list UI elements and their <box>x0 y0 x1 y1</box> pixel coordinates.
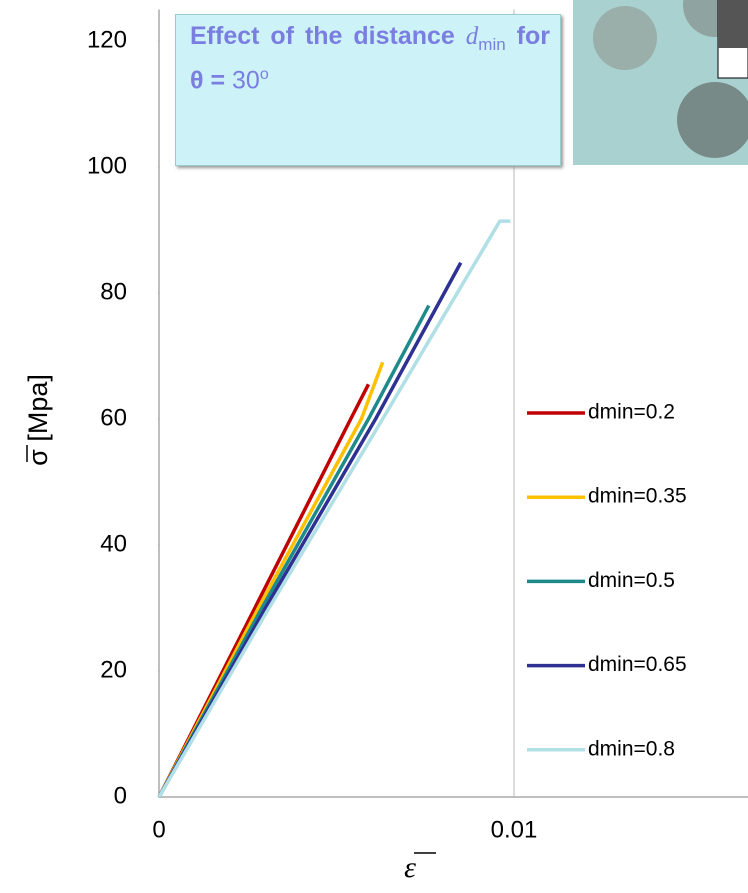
annotation-sub: min <box>478 35 506 54</box>
y-tick-label: 20 <box>100 656 127 683</box>
y-tick-label: 100 <box>87 152 127 179</box>
x-tick-label: 0.01 <box>491 816 538 843</box>
legend-label: dmin=0.2 <box>588 401 675 424</box>
y-tick-label: 80 <box>100 278 127 305</box>
y-tick-label: 40 <box>100 530 127 557</box>
legend-label: dmin=0.8 <box>588 737 675 760</box>
annotation-sup: o <box>259 66 269 83</box>
legend-label: dmin=0.35 <box>588 485 687 508</box>
y-tick-label: 0 <box>114 782 127 809</box>
y-axis-label: σ [Mpa] <box>23 374 53 466</box>
annotation: Effect of the distance dmin for θ = 30o <box>175 14 561 166</box>
legend-label: dmin=0.5 <box>588 569 675 592</box>
annotation-text: Effect of the distance <box>190 22 455 50</box>
annotation-text: for θ = <box>190 22 550 95</box>
series-line <box>157 219 511 798</box>
x-tick-label: 0 <box>152 816 165 843</box>
x-axis-label: ε <box>404 851 416 884</box>
y-tick-label: 120 <box>87 26 127 53</box>
annotation-var: d <box>465 23 479 50</box>
decor-image <box>573 0 748 165</box>
legend-label: dmin=0.65 <box>588 653 687 676</box>
annotation-text: 30 <box>232 66 260 95</box>
y-tick-label: 60 <box>100 404 127 431</box>
